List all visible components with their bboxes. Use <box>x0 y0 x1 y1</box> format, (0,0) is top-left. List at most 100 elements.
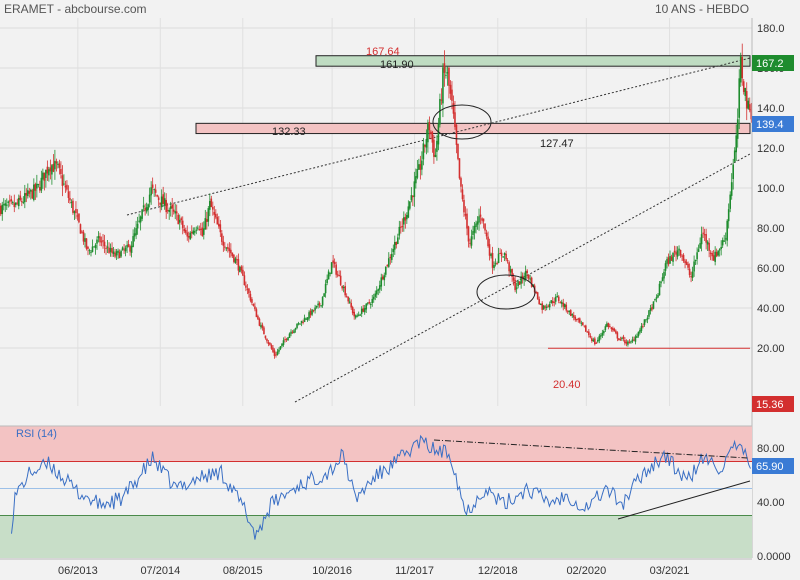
candle-body <box>488 244 491 256</box>
candle-body <box>51 165 53 175</box>
candle-body <box>320 305 322 307</box>
candle-body <box>684 260 686 264</box>
candle-body <box>445 74 447 76</box>
candle-body <box>324 283 327 294</box>
candle-body <box>55 161 58 164</box>
candle-body <box>591 338 593 341</box>
candle-body <box>607 323 610 328</box>
candle-body <box>90 251 92 253</box>
candle-body <box>151 184 154 188</box>
candle-body <box>702 232 704 234</box>
candle-body <box>204 218 207 230</box>
candle-body <box>33 184 35 201</box>
candle-body <box>648 310 650 317</box>
price-tick-label: 60.00 <box>757 263 785 275</box>
candle-body <box>724 238 727 240</box>
candle-body <box>407 206 410 218</box>
candle-body <box>275 354 277 356</box>
candle-body <box>177 214 180 225</box>
candle-body <box>559 302 562 304</box>
candle-body <box>242 269 244 276</box>
candle-body <box>714 251 716 262</box>
candle-body <box>627 341 629 345</box>
candle-body <box>727 209 730 222</box>
candle-body <box>252 304 255 306</box>
candle-body <box>693 261 695 272</box>
x-tick-label: 07/2014 <box>140 565 180 577</box>
candle-body <box>658 283 661 296</box>
candle-body <box>651 307 653 310</box>
candle-body <box>476 221 479 225</box>
candle-body <box>94 244 97 249</box>
candle-body <box>61 175 64 186</box>
candle-body <box>300 320 303 323</box>
candle-body <box>218 223 220 227</box>
candle-body <box>595 342 598 344</box>
candle-body <box>112 251 115 254</box>
candle-body <box>487 236 489 247</box>
rsi-trendline-solid <box>617 480 751 520</box>
price-badge-bg <box>752 55 794 71</box>
price-tick-label: 140.0 <box>757 103 785 115</box>
candle-body <box>720 246 722 249</box>
candle-body <box>550 300 553 304</box>
candle-body <box>154 189 157 193</box>
candle-body <box>416 169 419 178</box>
rsi-oversold-zone <box>0 515 752 558</box>
candle-body <box>609 326 611 328</box>
candle-body <box>312 310 315 312</box>
candle-body <box>664 263 667 271</box>
candle-body <box>225 247 228 249</box>
candle-body <box>612 327 614 331</box>
candle-body <box>351 307 354 314</box>
candle-body <box>174 211 177 214</box>
candle-body <box>215 213 217 218</box>
price-badge-label: 167.2 <box>756 58 784 70</box>
candle-body <box>538 299 540 305</box>
candle-body <box>327 271 330 280</box>
candle-body <box>694 259 697 262</box>
candle-body <box>350 302 352 308</box>
candle-body <box>2 204 5 206</box>
candle-body <box>436 140 438 152</box>
candle-body <box>314 307 316 311</box>
candle-body <box>464 213 467 216</box>
candle-body <box>117 250 119 253</box>
candle-body <box>392 248 395 253</box>
candle-body <box>673 250 676 253</box>
candle-body <box>413 181 416 197</box>
rsi-series <box>11 434 751 540</box>
candle-body <box>213 211 216 215</box>
candle-body <box>178 219 181 223</box>
candle-body <box>348 301 351 303</box>
candle-body <box>369 304 372 306</box>
candle-body <box>622 336 625 339</box>
candle-body <box>233 254 235 262</box>
candle-body <box>484 223 486 231</box>
candle-body <box>100 241 103 243</box>
candle-body <box>517 281 519 287</box>
candle-body <box>631 339 634 342</box>
candle-body <box>451 89 453 101</box>
candle-body <box>75 208 77 214</box>
candle-body <box>473 225 476 233</box>
candle-body <box>270 345 273 349</box>
candle-body <box>547 305 550 307</box>
candle-body <box>625 341 628 344</box>
highlight-ellipses <box>432 104 536 310</box>
candle-body <box>81 231 83 233</box>
price-badge-bg <box>752 396 794 412</box>
candle-body <box>449 84 452 94</box>
candle-body <box>661 277 664 281</box>
x-tick-label: 11/2017 <box>395 565 434 577</box>
candle-body <box>34 184 37 191</box>
candle-body <box>88 250 91 252</box>
candle-body <box>1 204 4 215</box>
candle-body <box>589 335 592 338</box>
candle-body <box>357 314 360 316</box>
level-label-161-90: 161.90 <box>380 59 414 71</box>
candle-body <box>699 243 701 249</box>
price-badges: 167.2 139.4 15.36 <box>752 55 794 412</box>
candle-body <box>575 319 578 321</box>
